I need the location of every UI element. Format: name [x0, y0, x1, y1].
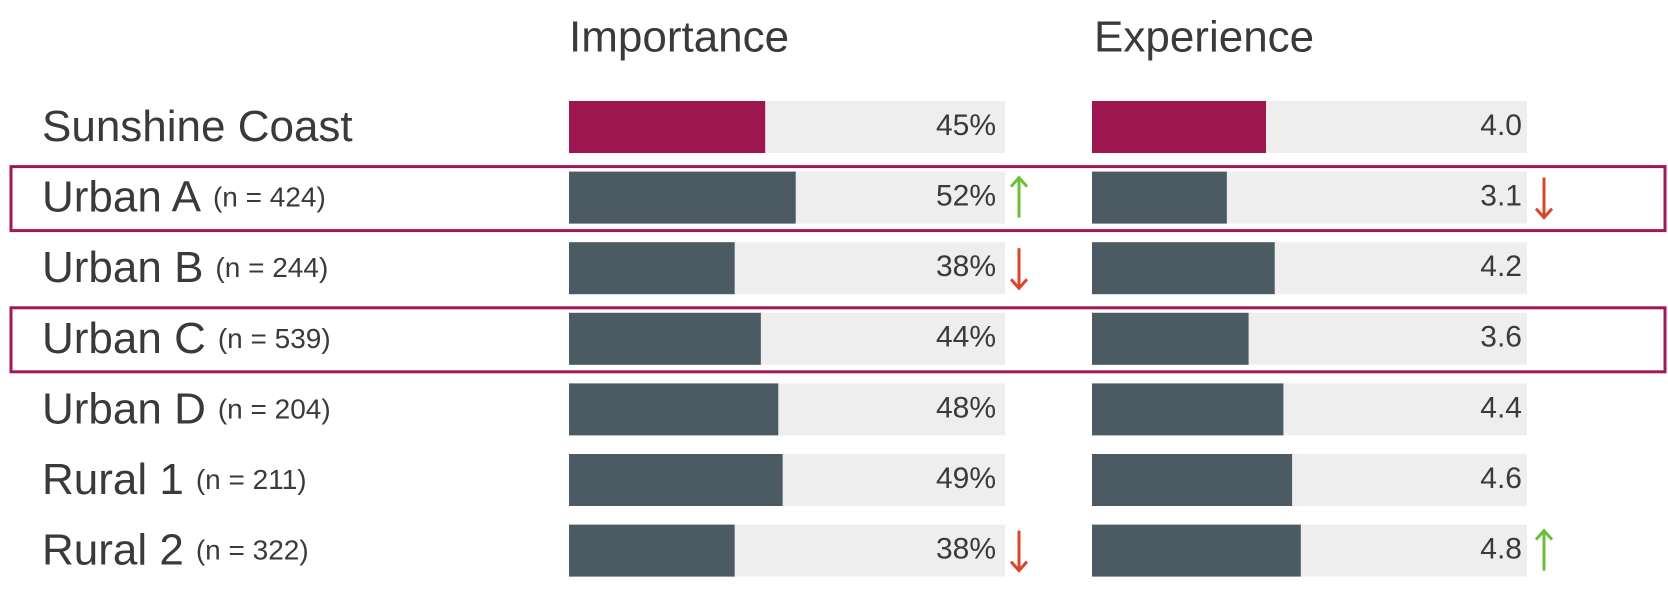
- experience-value: 4.8: [1480, 533, 1522, 566]
- row-n: (n = 424): [213, 182, 326, 213]
- importance-bar: [569, 101, 766, 153]
- importance-value: 52%: [936, 180, 996, 213]
- row-highlight: [9, 306, 1667, 374]
- row: Rural 2 (n = 322) 38% 4.8: [42, 524, 1554, 577]
- row-n: (n = 211): [196, 464, 307, 495]
- row-label: Urban A (n = 424): [42, 172, 326, 221]
- trend-arrow-up: [1009, 175, 1029, 218]
- experience-value: 4.0: [1480, 109, 1522, 142]
- importance-bar: [569, 242, 735, 295]
- importance-bar: [569, 383, 779, 436]
- experience-value: 4.2: [1480, 250, 1522, 283]
- arrow-head: [1009, 278, 1029, 291]
- arrow-head: [1009, 175, 1029, 188]
- row-name: Sunshine Coast: [42, 102, 353, 151]
- experience-value: 4.6: [1480, 462, 1522, 495]
- importance-value: 38%: [936, 250, 996, 283]
- row-label: Rural 2 (n = 322): [42, 525, 309, 574]
- importance-header: Importance: [569, 13, 789, 62]
- importance-value: 38%: [936, 533, 996, 566]
- row: Urban C (n = 539) 44% 3.6: [9, 306, 1667, 374]
- experience-bar: [1092, 454, 1293, 506]
- row-name: Urban A: [42, 172, 202, 221]
- experience-bar: [1092, 242, 1275, 295]
- row-n: (n = 204): [218, 394, 331, 425]
- row: Urban A (n = 424) 52% 3.1: [9, 165, 1667, 233]
- row-label: Urban B (n = 244): [42, 243, 328, 292]
- experience-bar: [1092, 524, 1301, 577]
- row-name: Rural 2: [42, 525, 184, 574]
- experience-header: Experience: [1094, 13, 1314, 62]
- importance-bar: [569, 171, 796, 224]
- row-label: Urban C (n = 539): [42, 313, 331, 362]
- arrow-head: [1534, 528, 1554, 541]
- row-n: (n = 322): [196, 535, 309, 566]
- arrow-head: [1009, 560, 1029, 573]
- experience-value: 4.4: [1480, 391, 1522, 424]
- row-n: (n = 244): [215, 253, 328, 284]
- importance-bar: [569, 524, 735, 577]
- trend-arrow-up: [1534, 528, 1554, 571]
- importance-value: 48%: [936, 391, 996, 424]
- trend-arrow-down: [1009, 248, 1029, 291]
- importance-value: 44%: [936, 321, 996, 354]
- row-name: Urban B: [42, 243, 203, 292]
- experience-bar: [1092, 312, 1249, 365]
- row: Urban B (n = 244) 38% 4.2: [42, 242, 1527, 295]
- experience-bar: [1092, 383, 1284, 436]
- row-label: Urban D (n = 204): [42, 384, 331, 433]
- row-name: Urban D: [42, 384, 206, 433]
- row-n: (n = 539): [218, 323, 331, 354]
- importance-bar: [569, 312, 761, 365]
- row: Sunshine Coast 45% 4.0: [42, 101, 1527, 153]
- importance-bar: [569, 454, 783, 506]
- row-highlight: [9, 165, 1667, 233]
- importance-value: 45%: [936, 109, 996, 142]
- row-label: Rural 1 (n = 211): [42, 455, 307, 504]
- row-name: Urban C: [42, 313, 206, 362]
- arrow-head: [1534, 207, 1554, 220]
- row-label: Sunshine Coast: [42, 102, 353, 151]
- row-name: Rural 1: [42, 455, 184, 504]
- row: Rural 1 (n = 211) 49% 4.6: [42, 454, 1527, 506]
- experience-bar: [1092, 171, 1227, 224]
- trend-arrow-down: [1534, 177, 1554, 220]
- trend-arrow-down: [1009, 530, 1029, 573]
- experience-value: 3.1: [1480, 180, 1522, 213]
- experience-bar: [1092, 101, 1266, 153]
- experience-value: 3.6: [1480, 321, 1522, 354]
- row: Urban D (n = 204) 48% 4.4: [42, 383, 1527, 436]
- importance-value: 49%: [936, 462, 996, 495]
